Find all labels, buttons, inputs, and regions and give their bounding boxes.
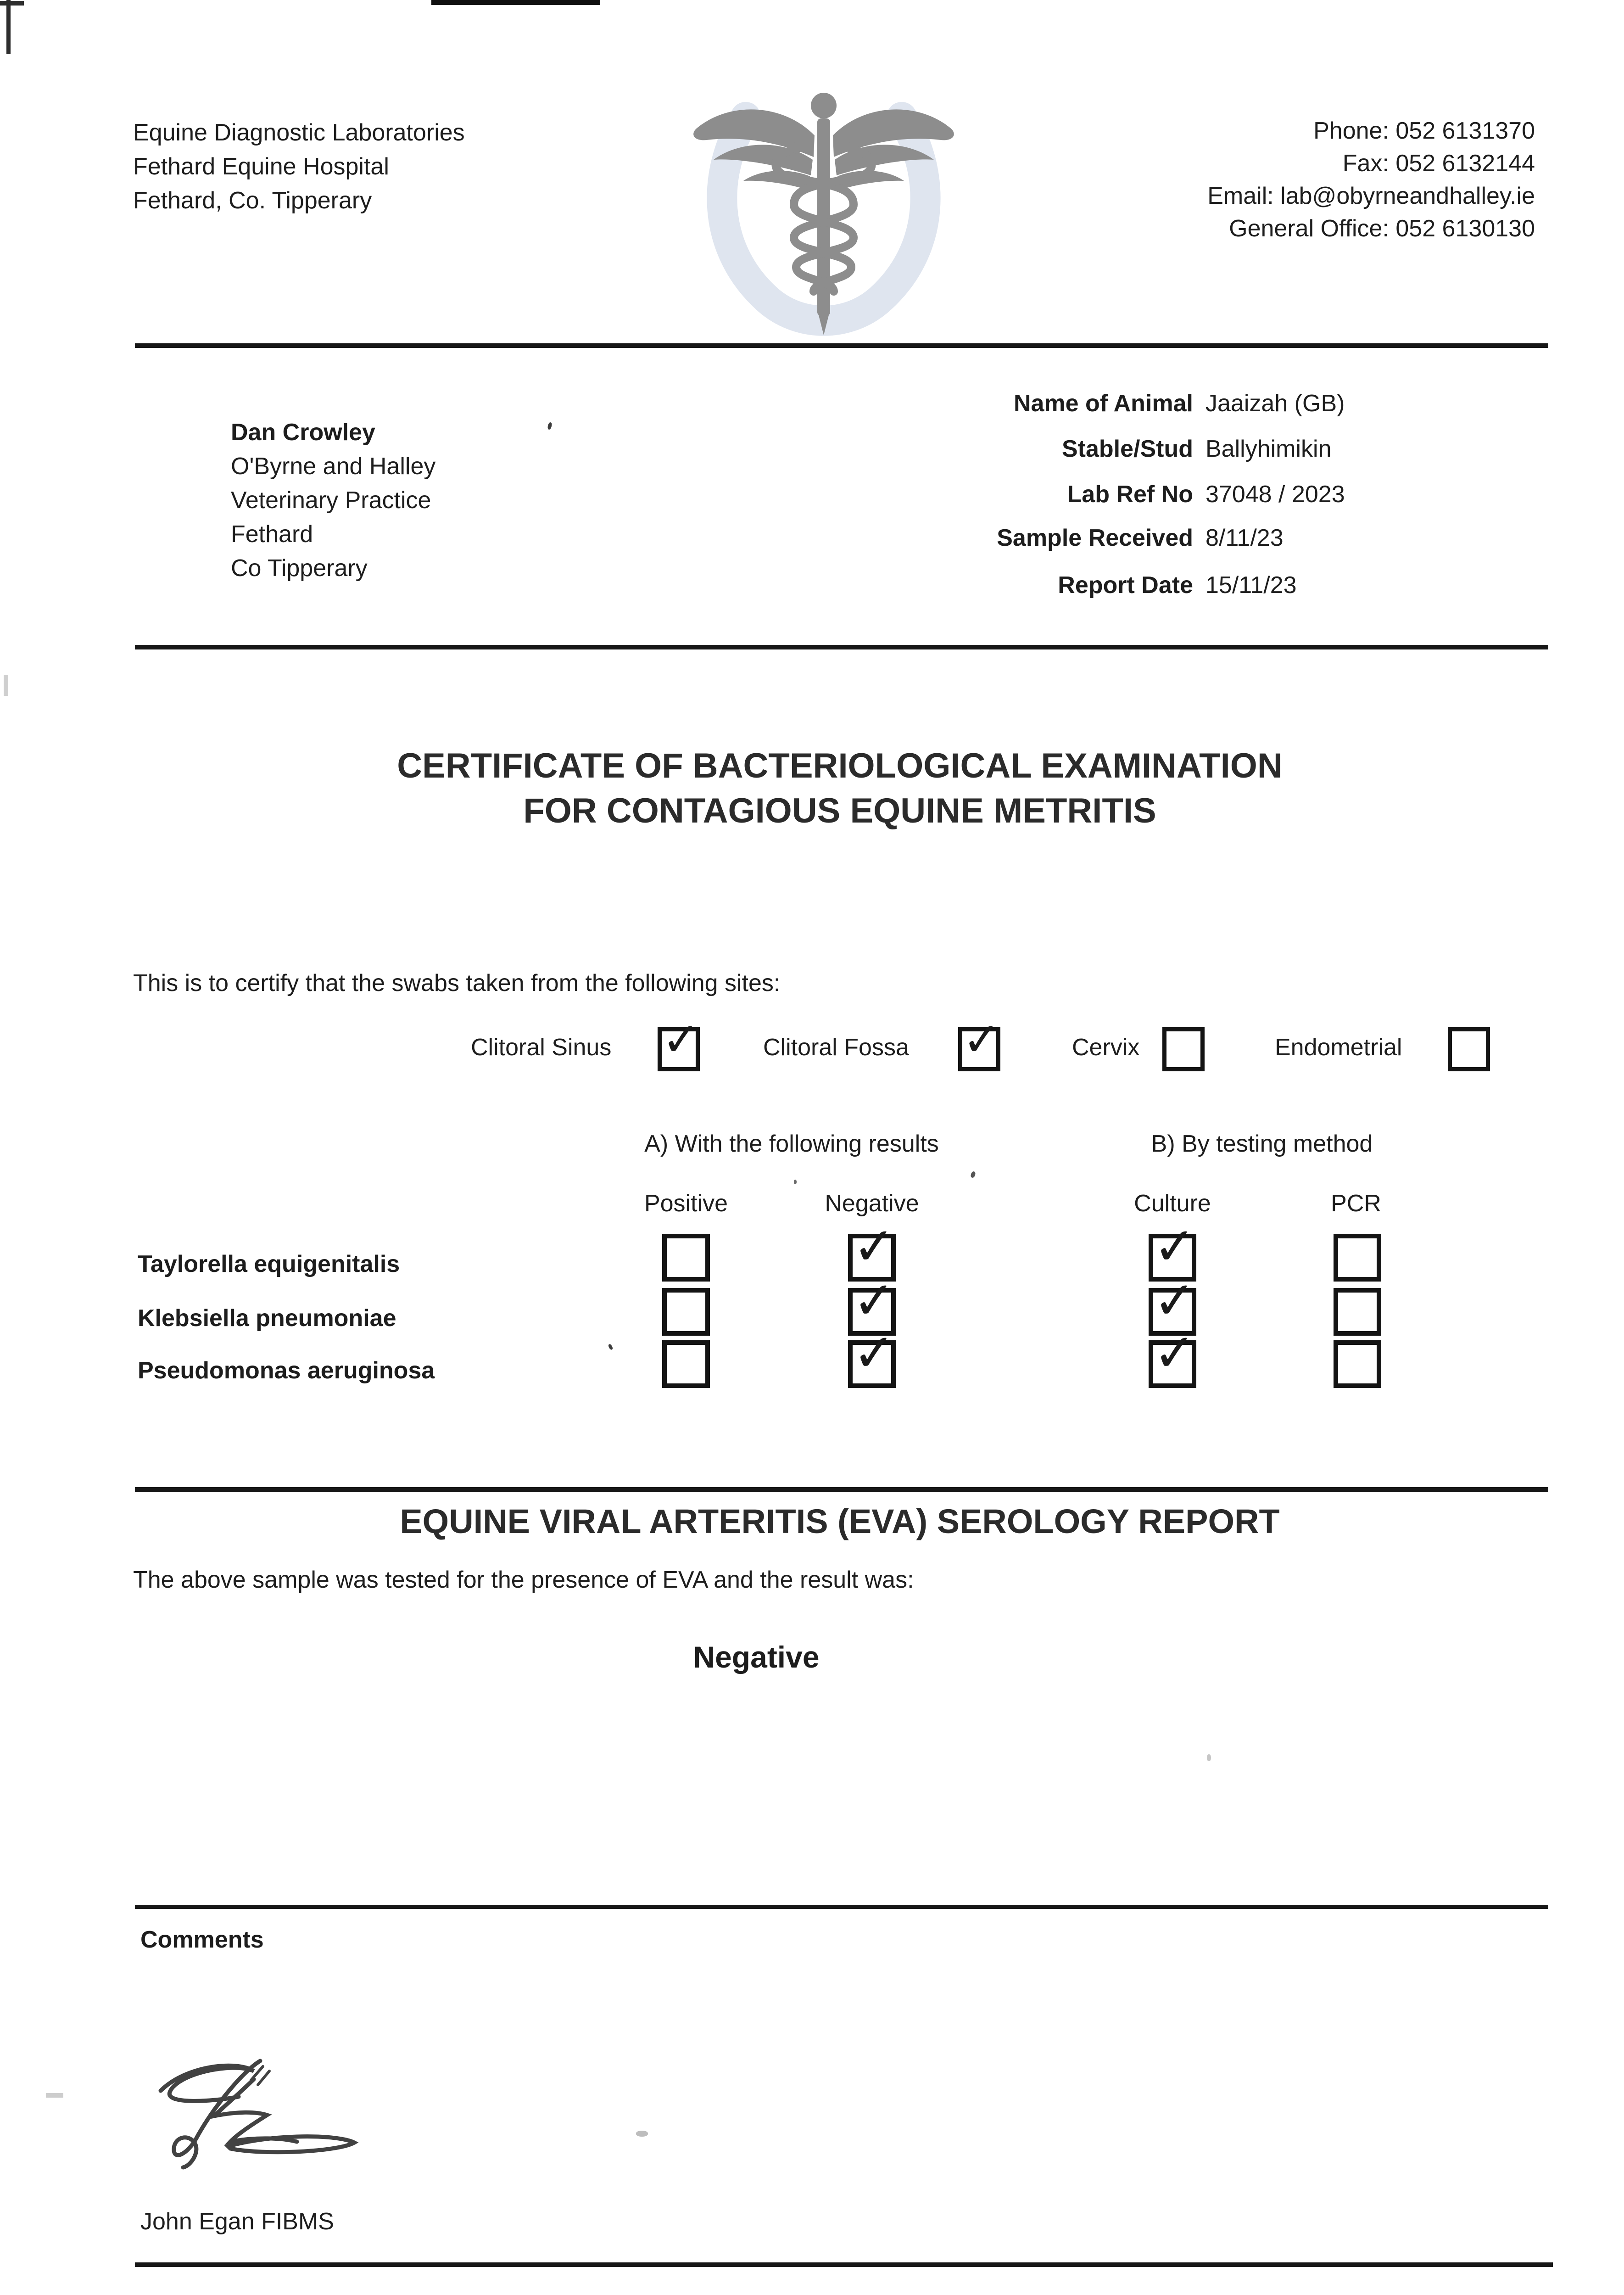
signature-scribble: [145, 2052, 374, 2176]
section-b-heading: B) By testing method: [1151, 1131, 1373, 1157]
organism-name: Pseudomonas aeruginosa: [138, 1357, 435, 1384]
addressee-line: Fethard: [231, 521, 313, 548]
fax-line: Fax: 052 6132144: [1342, 150, 1535, 177]
eva-intro: The above sample was tested for the pres…: [133, 1567, 914, 1593]
sample-info-row: Lab Ref No 37048 / 2023: [0, 477, 1624, 512]
site-label-cervix: Cervix: [1072, 1034, 1140, 1061]
signatory-name: John Egan FIBMS: [140, 2208, 334, 2235]
field-value: 8/11/23: [1205, 525, 1284, 551]
field-value: 15/11/23: [1205, 572, 1297, 599]
field-value: Ballyhimikin: [1205, 436, 1332, 462]
scan-speck: [547, 422, 552, 430]
scan-speck: [636, 2131, 648, 2137]
checkmark-icon: ✓: [851, 1270, 897, 1332]
sample-info-row: Sample Received 8/11/23: [0, 521, 1624, 555]
lab-hospital: Fethard Equine Hospital: [133, 153, 389, 180]
checkbox-klebsiella-pcr: [1334, 1288, 1381, 1336]
checkbox-taylorella-culture: ✓: [1149, 1216, 1197, 1282]
eva-title: EQUINE VIRAL ARTERITIS (EVA) SEROLOGY RE…: [400, 1502, 1280, 1540]
certificate-title-line1: CERTIFICATE OF BACTERIOLOGICAL EXAMINATI…: [397, 746, 1283, 785]
organism-name: Klebsiella pneumoniae: [138, 1305, 396, 1332]
scan-speck: [794, 1180, 797, 1184]
checkmark-icon: ✓: [851, 1216, 897, 1277]
checkbox-taylorella-pcr: [1334, 1234, 1381, 1282]
checkmark-icon: ✓: [851, 1322, 897, 1384]
scan-smudge: [46, 2093, 63, 2098]
checkbox-pseudomonas-pcr: [1334, 1340, 1381, 1388]
sample-info-row: Name of Animal Jaaizah (GB): [0, 386, 1624, 421]
rule-above-eva: [135, 1487, 1548, 1492]
checkbox-klebsiella-positive: [662, 1288, 710, 1336]
scan-speck: [1207, 1754, 1211, 1761]
checkbox-taylorella-positive: [662, 1234, 710, 1282]
checkbox-pseudomonas-negative: ✓: [848, 1322, 897, 1388]
site-checkbox-endometrial: [1448, 1027, 1490, 1071]
site-label-clitoral-fossa: Clitoral Fossa: [763, 1034, 909, 1061]
email-line: Email: lab@obyrneandhalley.ie: [1207, 183, 1535, 209]
general-office-line: General Office: 052 6130130: [1229, 215, 1535, 242]
field-value: 37048 / 2023: [1205, 481, 1345, 508]
rule-header: [135, 343, 1548, 348]
scan-speck: [970, 1170, 977, 1179]
site-label-clitoral-sinus: Clitoral Sinus: [471, 1034, 612, 1061]
rule-bottom: [135, 2262, 1553, 2267]
checkmark-icon: ✓: [1152, 1216, 1198, 1277]
addressee-line: Co Tipperary: [231, 555, 368, 582]
checkbox-pseudomonas-culture: ✓: [1149, 1322, 1197, 1388]
comments-label: Comments: [140, 1926, 264, 1953]
checkbox-klebsiella-negative: ✓: [848, 1270, 897, 1336]
caduceus-horseshoe-logo-icon: [686, 78, 961, 344]
scan-corner-mark: [0, 1, 24, 6]
scan-edge-bar: [431, 0, 600, 5]
field-value: Jaaizah (GB): [1205, 390, 1345, 417]
field-label: Lab Ref No: [1067, 481, 1193, 508]
rule-under-address: [135, 645, 1548, 649]
field-label: Sample Received: [997, 525, 1193, 551]
checkbox-pseudomonas-positive: [662, 1340, 710, 1388]
site-checkbox-clitoral-sinus: ✓: [658, 1012, 701, 1071]
field-label: Report Date: [1058, 572, 1193, 599]
field-label: Name of Animal: [1013, 390, 1193, 417]
checkbox-taylorella-negative: ✓: [848, 1216, 897, 1282]
column-header-pcr: PCR: [1331, 1190, 1381, 1217]
column-header-positive: Positive: [644, 1190, 728, 1217]
lab-location: Fethard, Co. Tipperary: [133, 187, 372, 214]
section-a-heading: A) With the following results: [644, 1131, 939, 1157]
checkmark-icon: ✓: [1152, 1270, 1198, 1332]
field-label: Stable/Stud: [1061, 436, 1193, 462]
organism-name: Taylorella equigenitalis: [138, 1251, 400, 1277]
sample-info-row: Report Date 15/11/23: [0, 568, 1624, 603]
sample-info-row: Stable/Stud Ballyhimikin: [0, 431, 1624, 466]
column-header-culture: Culture: [1134, 1190, 1211, 1217]
site-label-endometrial: Endometrial: [1275, 1034, 1402, 1061]
column-header-negative: Negative: [825, 1190, 919, 1217]
phone-line: Phone: 052 6131370: [1313, 118, 1535, 144]
scan-smudge: [4, 675, 8, 696]
lab-contact-block: Phone: 052 6131370 Fax: 052 6132144 Emai…: [918, 115, 1535, 245]
checkmark-icon: ✓: [1152, 1322, 1198, 1384]
addressee-line: Veterinary Practice: [231, 487, 431, 514]
checkmark-icon: ✓: [660, 1012, 701, 1067]
addressee-block: Dan Crowley O'Byrne and Halley Veterinar…: [231, 415, 435, 585]
scan-corner-mark: [6, 0, 11, 54]
certificate-title-line2: FOR CONTAGIOUS EQUINE METRITIS: [523, 791, 1156, 830]
rule-above-comments: [135, 1905, 1548, 1909]
scan-speck: [608, 1343, 614, 1350]
lab-address-block: Equine Diagnostic Laboratories Fethard E…: [133, 116, 465, 218]
site-checkbox-clitoral-fossa: ✓: [958, 1012, 1002, 1071]
certify-intro: This is to certify that the swabs taken …: [133, 970, 781, 996]
addressee-line: O'Byrne and Halley: [231, 453, 436, 480]
eva-result: Negative: [693, 1640, 820, 1674]
site-checkbox-cervix: [1162, 1027, 1205, 1071]
addressee-name: Dan Crowley: [231, 419, 375, 446]
checkbox-klebsiella-culture: ✓: [1149, 1270, 1197, 1336]
checkmark-icon: ✓: [961, 1012, 1002, 1067]
lab-name: Equine Diagnostic Laboratories: [133, 119, 465, 146]
